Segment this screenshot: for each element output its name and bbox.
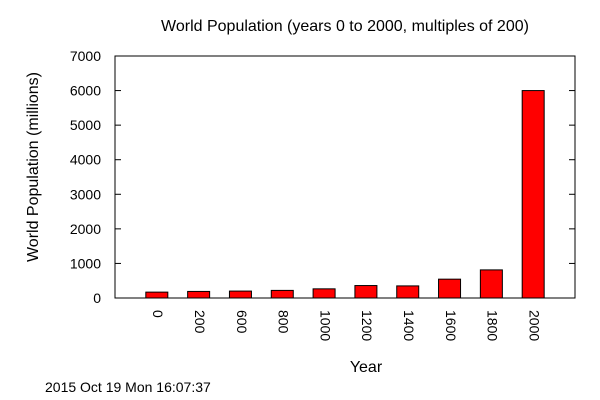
chart-title: World Population (years 0 to 2000, multi… — [161, 18, 529, 35]
x-tick-label: 1000 — [317, 310, 333, 341]
y-tick-label: 1000 — [70, 255, 101, 271]
y-tick-label: 4000 — [70, 152, 101, 168]
bar-1000 — [312, 288, 336, 299]
y-tick-label: 0 — [93, 290, 101, 306]
y-tick-label: 6000 — [70, 83, 101, 99]
x-tick-label: 1600 — [443, 310, 459, 341]
bar-1800 — [479, 269, 503, 299]
bar-600 — [228, 290, 252, 299]
bar-1600 — [438, 278, 462, 299]
y-axis-ticks: 0 1000 2000 3000 4000 5000 6000 7000 — [70, 48, 575, 306]
timestamp: 2015 Oct 19 Mon 16:07:37 — [45, 379, 211, 395]
x-tick-label: 2000 — [526, 310, 542, 341]
x-axis-label: Year — [350, 359, 383, 376]
plot-frame — [114, 55, 576, 299]
bar-0 — [145, 291, 169, 299]
x-axis-ticks: 0 200 600 800 1000 1200 1400 1600 1800 2000 — [150, 310, 542, 341]
y-axis-label: World Population (millions) — [25, 72, 42, 262]
x-tick-label: 800 — [276, 310, 292, 334]
bar-2000 — [521, 90, 545, 299]
y-tick-label: 7000 — [70, 48, 101, 64]
bar-1400 — [396, 285, 420, 299]
y-tick-label: 5000 — [70, 117, 101, 133]
x-tick-label: 1200 — [359, 310, 375, 341]
bar-1200 — [354, 285, 378, 299]
x-tick-label: 200 — [192, 310, 208, 334]
y-tick-label: 3000 — [70, 186, 101, 202]
y-tick-label: 2000 — [70, 221, 101, 237]
x-tick-label: 600 — [234, 310, 250, 334]
bar-800 — [270, 289, 294, 299]
x-tick-label: 0 — [150, 310, 166, 318]
x-tick-label: 1400 — [401, 310, 417, 341]
bars — [145, 90, 545, 299]
x-tick-label: 1800 — [485, 310, 501, 341]
bar-200 — [187, 290, 211, 299]
